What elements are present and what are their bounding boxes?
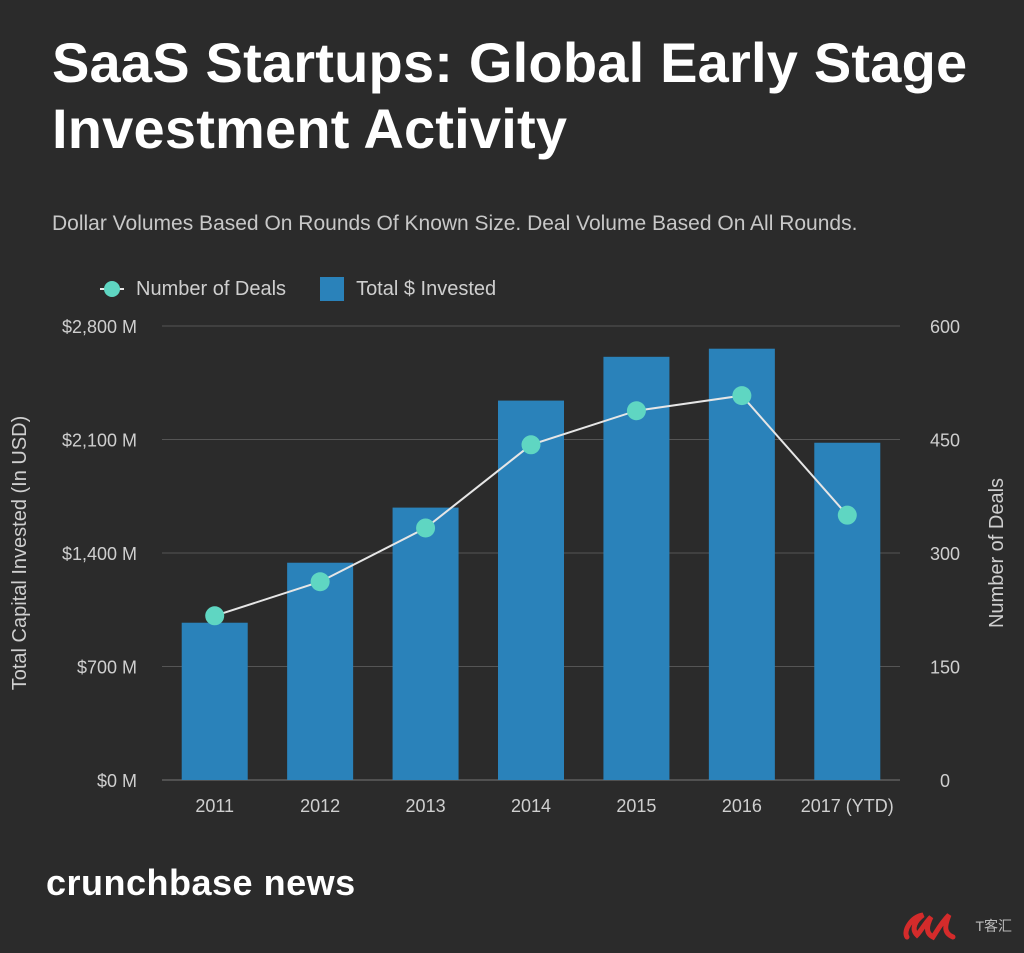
- x-tick-label: 2016: [722, 796, 762, 816]
- x-tick-label: 2014: [511, 796, 551, 816]
- x-tick-label: 2013: [406, 796, 446, 816]
- deals-point: [205, 606, 225, 626]
- y-tick-left: $0 M: [97, 771, 137, 791]
- crunchbase-news-logo: crunchbase news: [46, 862, 356, 903]
- chart-title: SaaS Startups: Global Early Stage Invest…: [52, 31, 968, 160]
- y-tick-left: $700 M: [77, 658, 137, 678]
- legend-item-invested: Total $ Invested: [320, 277, 496, 301]
- x-tick-label: 2012: [300, 796, 340, 816]
- bar: [603, 356, 670, 780]
- y-tick-left: $1,400 M: [62, 544, 137, 564]
- watermark-text: T客汇: [975, 918, 1012, 934]
- bar: [708, 348, 775, 780]
- chart-legend: Number of Deals Total $ Invested: [100, 275, 530, 303]
- bar: [498, 400, 564, 780]
- watermark-logo-icon: [903, 912, 956, 941]
- legend-item-deals: Number of Deals: [100, 278, 286, 301]
- watermark: T客汇: [901, 909, 1012, 943]
- legend-label-deals: Number of Deals: [136, 277, 287, 300]
- y-tick-right: 150: [930, 658, 960, 678]
- legend-label-invested: Total $ Invested: [356, 277, 497, 300]
- bar: [181, 622, 248, 780]
- x-tick-label: 2017 (YTD): [801, 796, 894, 816]
- deals-point: [416, 518, 436, 538]
- y-tick-left: $2,800 M: [62, 317, 137, 337]
- bar: [814, 442, 881, 780]
- bar: [392, 507, 459, 780]
- bar-swatch-icon: [320, 277, 345, 301]
- y-tick-right: 600: [930, 317, 960, 337]
- y-tick-left: $2,100 M: [62, 431, 137, 451]
- y-tick-right: 0: [940, 771, 950, 791]
- x-tick-label: 2011: [195, 796, 234, 816]
- deals-point: [521, 435, 541, 455]
- deals-point: [626, 401, 646, 421]
- bar: [287, 562, 354, 780]
- deals-point: [837, 505, 857, 525]
- deals-point: [310, 572, 330, 592]
- chart-subtitle: Dollar Volumes Based On Rounds Of Known …: [52, 212, 858, 235]
- y-tick-right: 450: [930, 431, 960, 451]
- y-axis-title-left: Total Capital Invested (In USD): [9, 416, 31, 691]
- line-dot-icon: [100, 279, 124, 299]
- y-tick-right: 300: [930, 544, 960, 564]
- x-tick-label: 2015: [616, 796, 656, 816]
- deals-point: [732, 386, 752, 406]
- y-axis-title-right: Number of Deals: [986, 478, 1008, 628]
